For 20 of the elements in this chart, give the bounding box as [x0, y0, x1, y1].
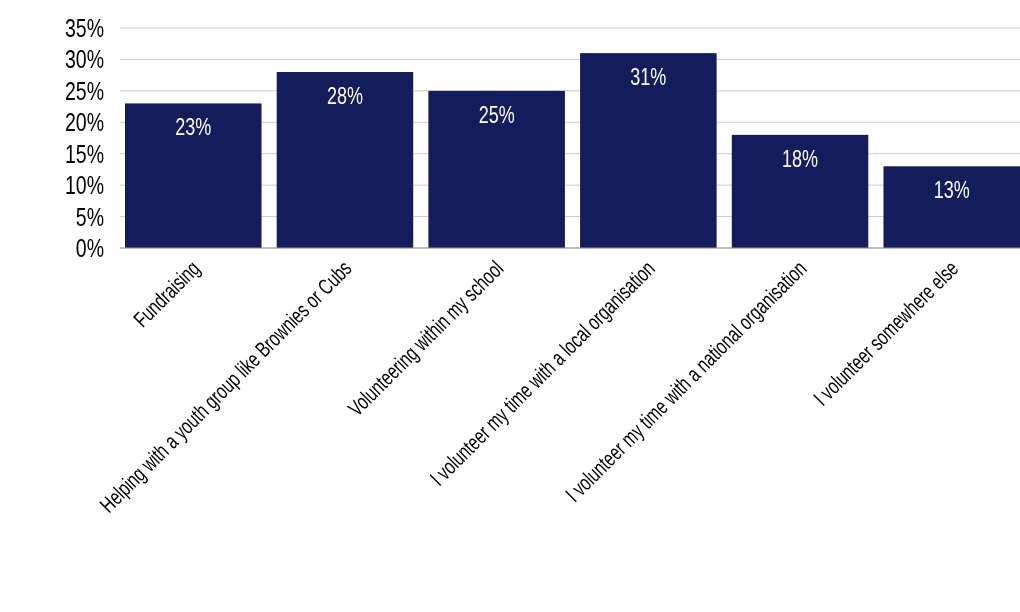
y-tick-label: 10%: [64, 170, 104, 200]
bar: [276, 72, 414, 248]
bar: [428, 90, 565, 248]
data-label: 28%: [326, 82, 364, 109]
data-label: 18%: [782, 145, 819, 172]
data-label: 23%: [175, 113, 212, 140]
y-tick-label: 35%: [64, 13, 104, 43]
data-label: 13%: [933, 176, 970, 203]
data-label: 31%: [630, 63, 667, 90]
data-label: 25%: [478, 101, 515, 128]
y-tick-label: 30%: [64, 44, 104, 75]
bar: [580, 53, 717, 248]
y-tick-label: 25%: [64, 76, 104, 106]
y-tick-label: 20%: [64, 107, 104, 137]
bar: [731, 134, 869, 248]
y-tick-label: 15%: [64, 138, 104, 169]
bar: [125, 103, 262, 248]
bar: [883, 166, 1020, 248]
y-tick-label: 0%: [75, 233, 104, 263]
y-tick-label: 5%: [75, 201, 104, 232]
